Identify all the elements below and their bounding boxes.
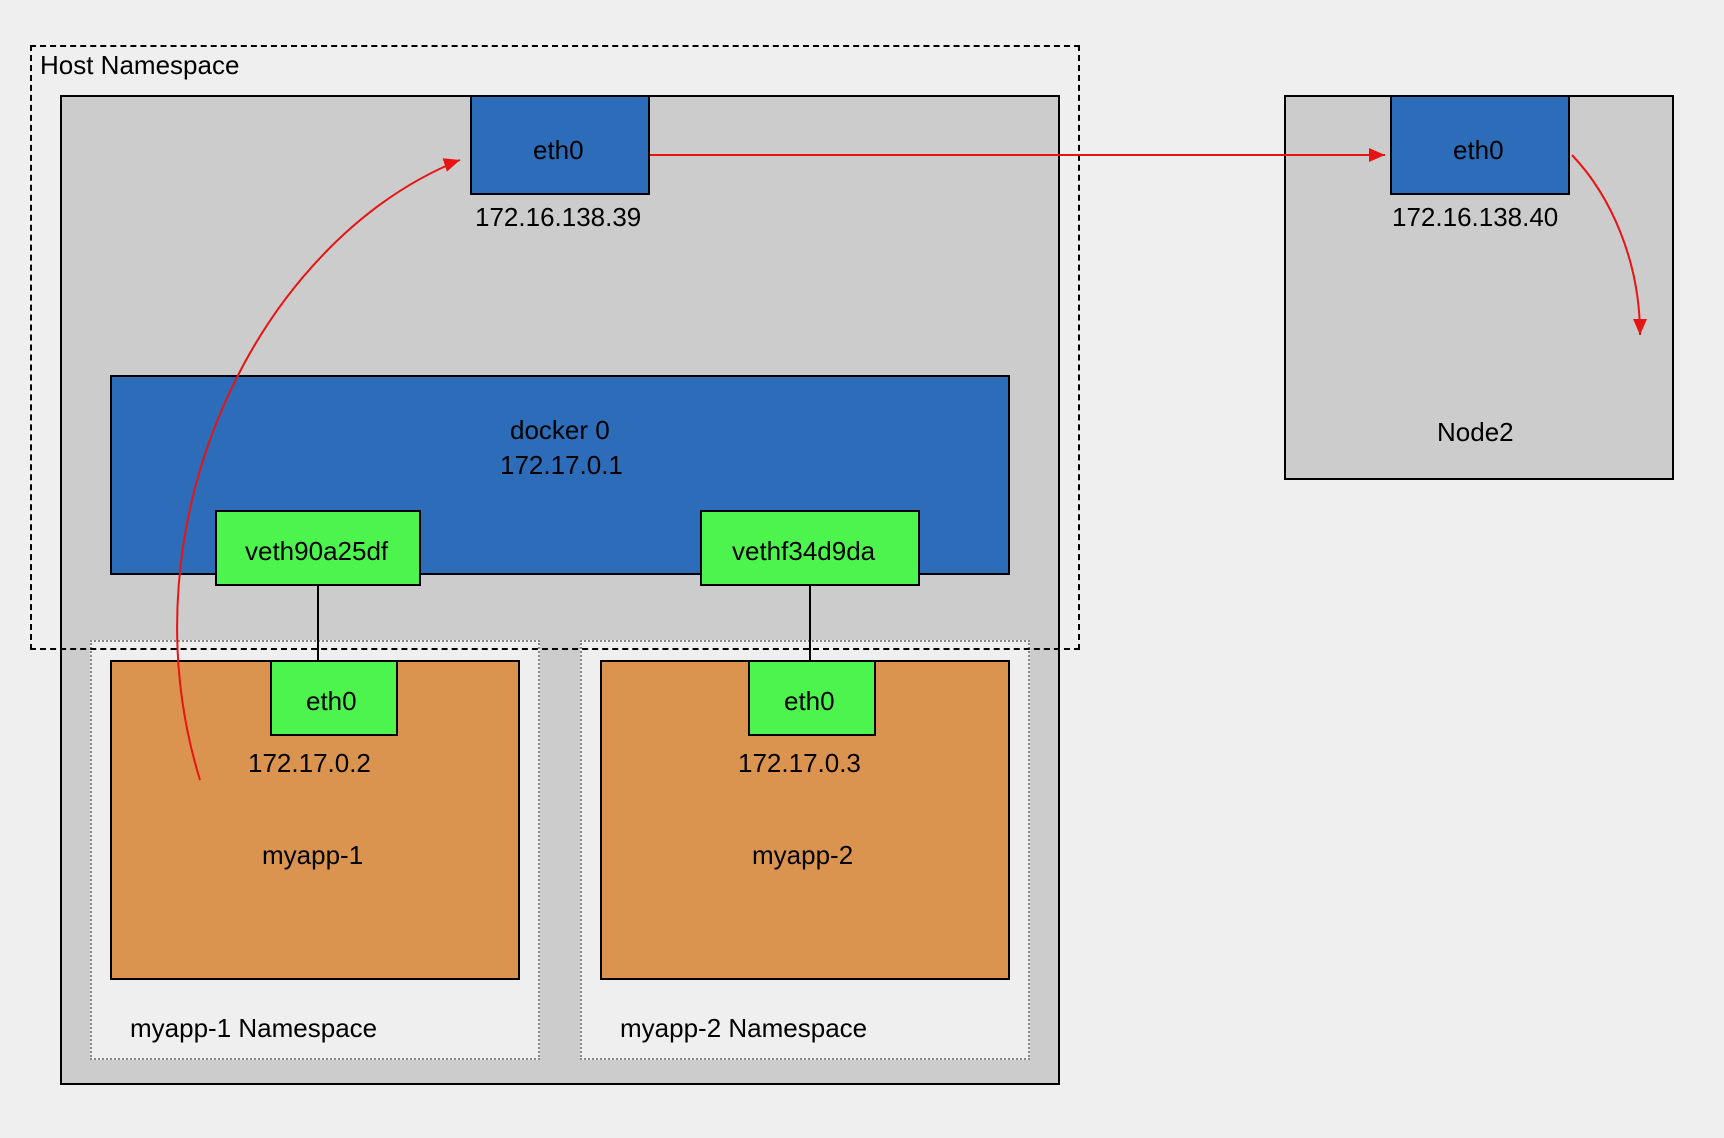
- diagram-root: Host Namespacedocker 0172.17.0.1eth0172.…: [0, 0, 1724, 1138]
- node2-eth0-label: eth0: [1453, 135, 1504, 166]
- myapp1-eth0-label: eth0: [306, 686, 357, 717]
- myapp2-eth0-label: eth0: [784, 686, 835, 717]
- myapp2-namespace-label: myapp-2 Namespace: [620, 1013, 867, 1044]
- node2-label: Node2: [1437, 417, 1514, 448]
- myapp1-ip: 172.17.0.2: [248, 748, 371, 779]
- host-namespace-label: Host Namespace: [40, 50, 239, 81]
- myapp1-namespace-label: myapp-1 Namespace: [130, 1013, 377, 1044]
- myapp2-ip: 172.17.0.3: [738, 748, 861, 779]
- myapp1-label: myapp-1: [262, 840, 363, 871]
- host-eth0-label: eth0: [533, 135, 584, 166]
- myapp2-label: myapp-2: [752, 840, 853, 871]
- node2-ip: 172.16.138.40: [1392, 202, 1558, 233]
